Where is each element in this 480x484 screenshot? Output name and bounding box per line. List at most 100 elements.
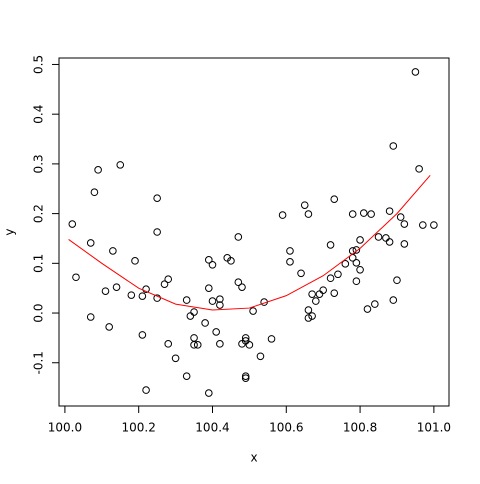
y-tick-label: -0.1 — [32, 351, 46, 374]
point — [400, 220, 409, 228]
y-tick-label: 0.1 — [32, 254, 46, 273]
point — [430, 221, 438, 229]
point — [101, 287, 110, 295]
point — [308, 290, 316, 298]
point — [267, 335, 276, 343]
point — [164, 275, 173, 284]
point — [297, 269, 305, 278]
point — [241, 334, 250, 342]
point — [312, 297, 320, 305]
point — [153, 228, 161, 236]
point — [142, 285, 150, 293]
point — [326, 274, 335, 283]
point — [371, 300, 379, 308]
point — [201, 319, 209, 327]
fit-line — [68, 174, 431, 311]
point — [182, 296, 191, 304]
point — [308, 312, 316, 320]
point — [304, 314, 313, 322]
point — [341, 260, 350, 268]
point — [94, 166, 102, 174]
point — [304, 210, 313, 218]
point — [389, 296, 398, 304]
x-tick-label: 100.6 — [269, 421, 303, 435]
point — [142, 386, 150, 394]
y-tick-label: 0.0 — [32, 303, 46, 322]
point — [160, 280, 169, 289]
point — [334, 270, 342, 279]
point — [315, 290, 324, 298]
point — [385, 207, 394, 215]
point — [127, 291, 136, 299]
point — [359, 209, 368, 217]
x-tick-label: 100.0 — [48, 421, 82, 435]
point — [68, 220, 77, 228]
point — [208, 297, 217, 305]
point — [330, 195, 339, 203]
point — [326, 241, 335, 249]
point — [109, 247, 117, 255]
y-tick-label: 0.4 — [32, 105, 46, 124]
x-axis-label: x — [250, 451, 257, 465]
point — [216, 295, 224, 303]
point — [393, 276, 401, 285]
point — [193, 341, 202, 349]
x-tick-label: 100.4 — [195, 421, 229, 435]
point — [367, 210, 375, 218]
point — [105, 323, 113, 331]
point — [171, 354, 180, 363]
point — [352, 259, 361, 267]
point — [352, 246, 361, 254]
point — [182, 372, 191, 380]
point — [208, 261, 217, 269]
point — [245, 341, 254, 349]
point — [348, 210, 357, 218]
point — [415, 165, 423, 173]
point — [300, 201, 309, 209]
y-axis-label: y — [3, 228, 17, 235]
point — [286, 247, 294, 255]
point — [216, 301, 224, 309]
x-tick-label: 100.8 — [343, 421, 377, 435]
point — [153, 294, 161, 302]
point — [216, 340, 224, 348]
point — [304, 306, 313, 314]
point — [116, 161, 125, 169]
point — [190, 334, 198, 342]
point — [72, 273, 80, 282]
point — [112, 283, 121, 291]
plot-box — [58, 57, 450, 407]
point — [153, 194, 161, 202]
point — [330, 289, 339, 297]
point — [131, 257, 139, 265]
y-tick-label: 0.2 — [32, 204, 46, 223]
point — [212, 328, 220, 336]
point — [205, 389, 213, 397]
point — [190, 308, 198, 316]
point — [164, 340, 173, 348]
point — [227, 257, 235, 265]
x-tick-label: 101.0 — [417, 421, 451, 435]
x-tick-label: 100.2 — [122, 421, 156, 435]
point — [286, 258, 294, 266]
point — [190, 341, 198, 349]
point — [419, 221, 427, 229]
point — [234, 278, 243, 287]
point — [352, 277, 361, 286]
point — [205, 256, 213, 264]
point — [356, 236, 364, 244]
point — [241, 372, 250, 380]
point — [363, 305, 372, 313]
point — [249, 307, 257, 315]
point — [86, 239, 95, 247]
point — [205, 284, 213, 292]
point — [374, 233, 383, 241]
y-tick-label: 0.5 — [32, 55, 46, 74]
point — [396, 213, 405, 221]
point — [86, 313, 95, 321]
point — [238, 283, 246, 291]
point — [234, 233, 243, 241]
point — [138, 331, 147, 339]
point — [389, 142, 398, 150]
